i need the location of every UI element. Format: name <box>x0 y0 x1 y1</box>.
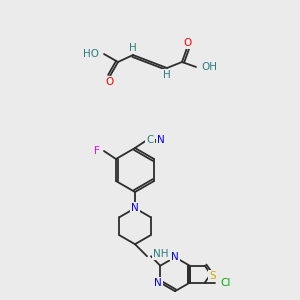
Text: F: F <box>94 146 100 156</box>
Text: N: N <box>157 135 165 145</box>
Text: O: O <box>106 77 114 87</box>
Text: N: N <box>171 252 179 262</box>
Text: OH: OH <box>201 62 217 72</box>
Text: H: H <box>163 70 171 80</box>
Text: O: O <box>183 38 191 48</box>
Text: N: N <box>131 203 139 213</box>
Text: N: N <box>154 278 162 288</box>
Text: H: H <box>129 43 137 53</box>
Text: NH: NH <box>153 249 169 259</box>
Text: S: S <box>209 271 216 281</box>
Text: Cl: Cl <box>221 278 231 288</box>
Text: C: C <box>146 135 154 145</box>
Text: HO: HO <box>83 49 99 59</box>
